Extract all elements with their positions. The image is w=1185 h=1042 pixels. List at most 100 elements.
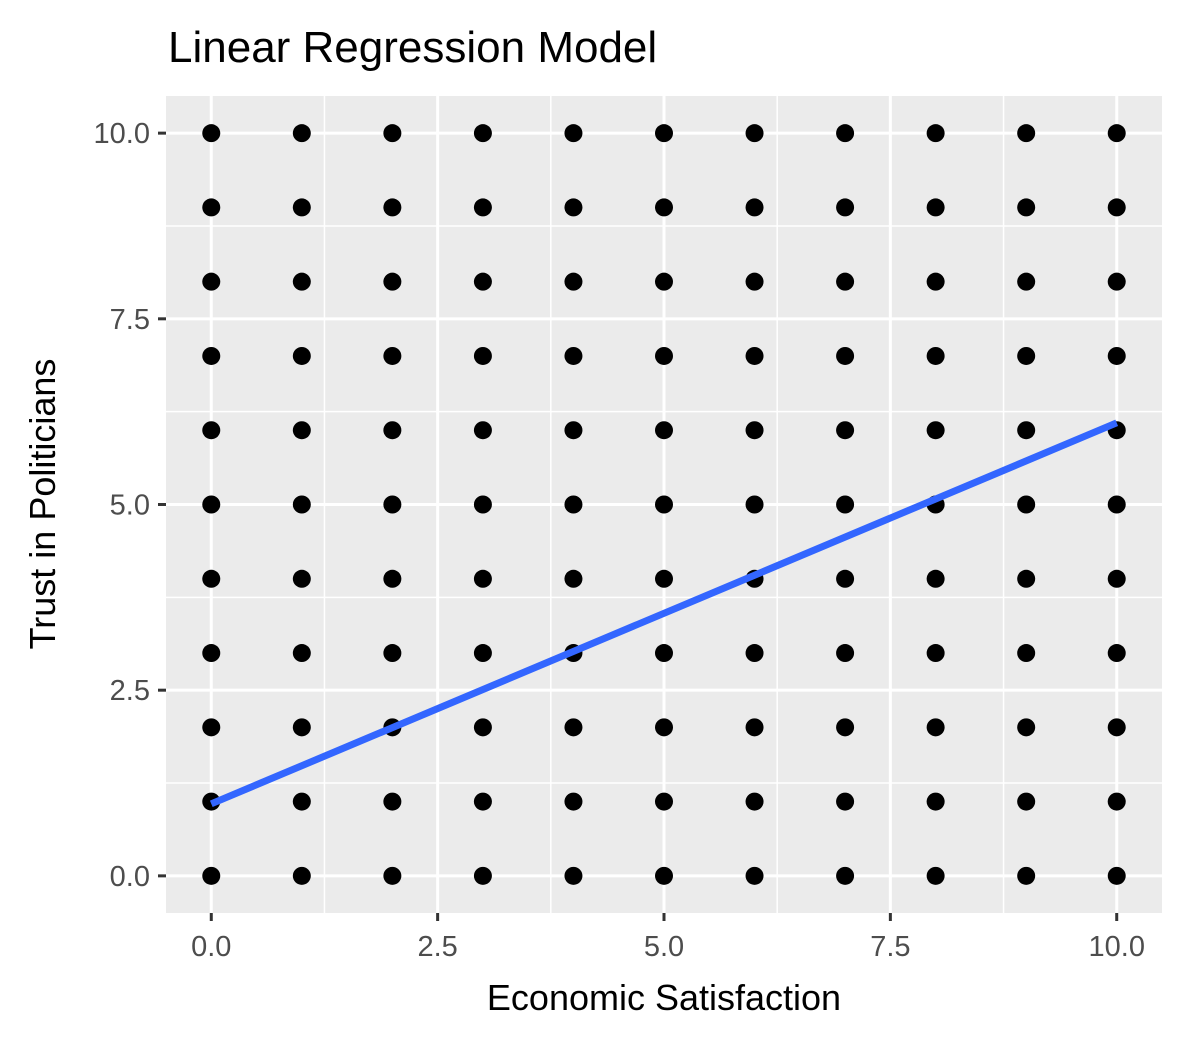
data-point [1017, 792, 1036, 811]
regression-line [209, 419, 1119, 808]
data-point [1017, 124, 1036, 143]
data-point [655, 495, 673, 514]
data-point [202, 198, 221, 217]
data-point [926, 272, 945, 291]
data-point [292, 124, 311, 143]
data-point [564, 346, 583, 365]
x-tick-label: 10.0 [1089, 931, 1145, 963]
data-point [292, 198, 311, 217]
data-point [202, 495, 221, 514]
data-point [383, 421, 402, 440]
data-point [655, 272, 673, 291]
data-point [1107, 124, 1126, 143]
data-point [836, 346, 855, 365]
x-tick-label: 2.5 [417, 931, 457, 963]
data-point [1107, 495, 1126, 514]
data-point [202, 718, 221, 737]
data-point [655, 421, 673, 440]
data-point [383, 792, 402, 811]
data-point [564, 718, 583, 737]
data-point [1107, 346, 1126, 365]
data-point [564, 124, 583, 143]
data-point [564, 792, 583, 811]
data-point [745, 272, 764, 291]
data-point [383, 346, 402, 365]
data-point [926, 866, 945, 885]
data-point [1107, 569, 1126, 588]
data-point [836, 272, 855, 291]
data-point [836, 644, 855, 663]
x-tick-label: 0.0 [191, 931, 231, 963]
data-point [383, 569, 402, 588]
data-point [836, 866, 855, 885]
data-point [292, 272, 311, 291]
data-point [745, 792, 764, 811]
data-point [836, 792, 855, 811]
data-point [926, 198, 945, 217]
data-point [745, 124, 764, 143]
data-point [1017, 495, 1036, 514]
data-point [655, 792, 673, 811]
y-tick-label: 0.0 [110, 861, 150, 893]
data-point [473, 421, 492, 440]
data-point [202, 866, 221, 885]
data-point [564, 272, 583, 291]
data-point [655, 644, 673, 663]
data-point [655, 569, 673, 588]
data-point [383, 272, 402, 291]
data-point [202, 272, 221, 291]
y-tick-label: 2.5 [110, 675, 150, 707]
data-point [292, 718, 311, 737]
data-point [292, 866, 311, 885]
data-point [473, 569, 492, 588]
x-axis-title: Economic Satisfaction [487, 977, 841, 1018]
data-point [926, 718, 945, 737]
data-point [564, 421, 583, 440]
data-point [1107, 792, 1126, 811]
data-point [655, 198, 673, 217]
data-point [655, 718, 673, 737]
data-point [292, 792, 311, 811]
data-point [1017, 421, 1036, 440]
data-point [292, 421, 311, 440]
data-point [292, 495, 311, 514]
data-point [202, 421, 221, 440]
data-point [292, 346, 311, 365]
data-point [564, 495, 583, 514]
data-point [202, 124, 221, 143]
data-point [473, 346, 492, 365]
data-point [1107, 718, 1126, 737]
data-point [292, 644, 311, 663]
data-point [292, 569, 311, 588]
data-point [836, 421, 855, 440]
data-point [564, 866, 583, 885]
data-point [473, 866, 492, 885]
data-point [1107, 198, 1126, 217]
data-point [383, 866, 402, 885]
data-point [836, 495, 855, 514]
data-point [836, 124, 855, 143]
data-point [745, 198, 764, 217]
data-point [1017, 569, 1036, 588]
data-point [1017, 198, 1036, 217]
data-point [383, 644, 402, 663]
data-point [1107, 272, 1126, 291]
data-point [926, 569, 945, 588]
x-tick-label: 7.5 [870, 931, 910, 963]
regression-layer [209, 419, 1119, 808]
data-point [473, 644, 492, 663]
data-point [1107, 866, 1126, 885]
data-point [655, 346, 673, 365]
data-point [383, 124, 402, 143]
data-point [745, 346, 764, 365]
data-point [836, 718, 855, 737]
y-tick-label: 10.0 [94, 118, 150, 150]
data-point [473, 198, 492, 217]
data-point [926, 421, 945, 440]
data-point [1017, 718, 1036, 737]
y-tick-label: 7.5 [110, 304, 150, 336]
data-point [655, 866, 673, 885]
data-point [836, 198, 855, 217]
data-point [473, 124, 492, 143]
